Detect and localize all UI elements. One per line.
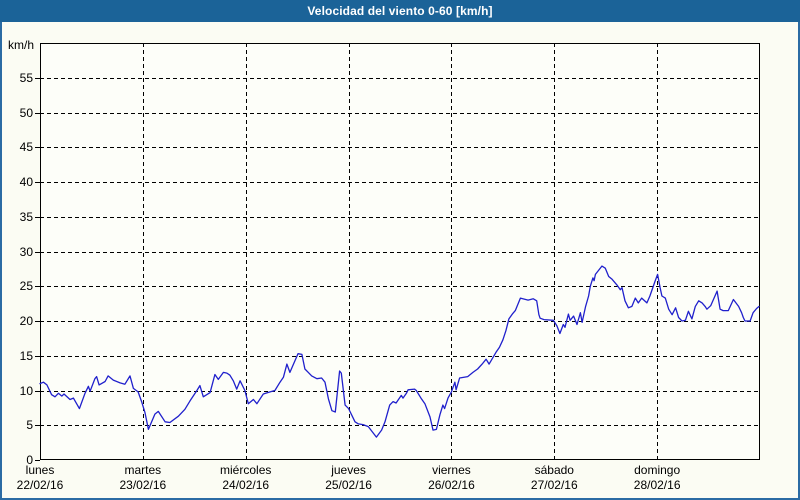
y-axis-tick-label: 45 bbox=[19, 140, 33, 155]
x-axis-day-date: 22/02/16 bbox=[16, 478, 64, 492]
x-axis-day-date: 24/02/16 bbox=[222, 478, 270, 492]
y-axis-tick-label: 20 bbox=[19, 314, 33, 328]
y-axis-tick-label: 40 bbox=[19, 175, 33, 189]
x-axis-day-label-group: viernes 26/02/16 bbox=[406, 463, 496, 493]
x-axis-day-label-group: miércoles 24/02/16 bbox=[201, 463, 291, 493]
x-axis-day-date: 26/02/16 bbox=[428, 478, 475, 492]
y-axis-tick-label: 55 bbox=[19, 70, 33, 85]
y-axis-tick-label: 25 bbox=[19, 279, 33, 294]
x-axis-day-label-group: domingo 28/02/16 bbox=[612, 463, 702, 493]
x-axis-day-label-group: martes 23/02/16 bbox=[98, 463, 188, 493]
y-axis-unit-label: km/h bbox=[8, 38, 35, 52]
x-axis-day-name: martes bbox=[124, 463, 162, 477]
x-axis-day-date: 27/02/16 bbox=[530, 478, 578, 492]
x-axis-day-name: sábado bbox=[534, 463, 574, 477]
x-axis-day-name: lunes bbox=[25, 463, 55, 477]
x-axis-day-date: 23/02/16 bbox=[119, 478, 167, 492]
title-bar: Velocidad del viento 0-60 [km/h] bbox=[0, 0, 800, 22]
x-axis-day-name: domingo bbox=[634, 463, 681, 477]
y-axis-tick-label: 5 bbox=[26, 418, 33, 433]
y-axis-tick-label: 50 bbox=[19, 105, 33, 120]
y-axis-tick-label: 0 bbox=[26, 453, 33, 467]
y-axis-tick-label: 30 bbox=[19, 244, 33, 259]
x-axis-day-label-group: jueves 25/02/16 bbox=[304, 463, 394, 493]
x-axis-day-label-group: sábado 27/02/16 bbox=[509, 463, 599, 493]
x-axis-day-date: 25/02/16 bbox=[325, 478, 372, 492]
x-axis-day-name: viernes bbox=[432, 463, 471, 477]
y-axis-tick-label: 15 bbox=[19, 348, 33, 363]
y-axis-tick-label: 35 bbox=[19, 209, 33, 224]
x-axis-day-date: 28/02/16 bbox=[633, 478, 681, 492]
x-axis-day-name: miércoles bbox=[220, 463, 272, 477]
x-axis-day-label-group: lunes 22/02/16 bbox=[0, 463, 85, 493]
x-axis-day-name: jueves bbox=[331, 463, 366, 477]
window-title: Velocidad del viento 0-60 [km/h] bbox=[307, 4, 493, 18]
y-axis-tick-label: 10 bbox=[19, 383, 33, 398]
